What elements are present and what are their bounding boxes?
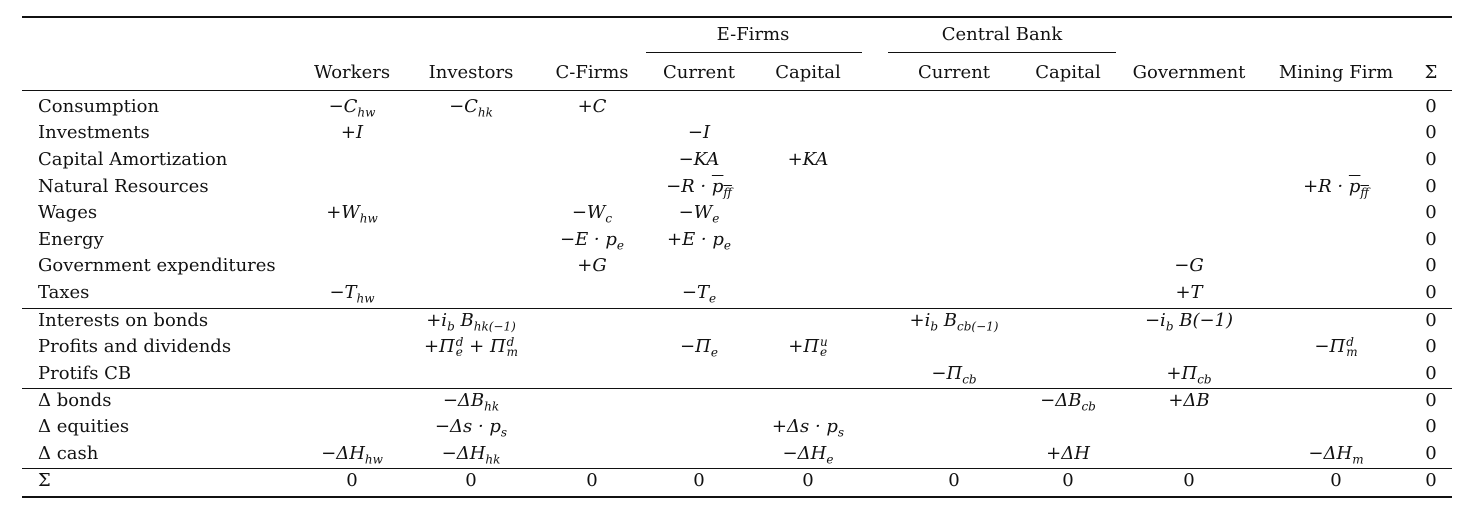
row-label: Wages <box>38 202 98 223</box>
cell-resources-ef-current: −R · pff <box>666 176 732 200</box>
col-header-cfirms: C-Firms <box>555 62 629 83</box>
cell-interests-government: −ib B(−1) <box>1144 310 1234 334</box>
cell-dequities-ef-capital: +Δs · ps <box>771 416 845 440</box>
col-header-workers: Workers <box>313 62 391 83</box>
row-label: Natural Resources <box>38 176 209 197</box>
cell-taxes-government: +T <box>1175 282 1203 303</box>
section-rule <box>22 308 1452 309</box>
cell-energy-cfirms: −E · pe <box>559 229 625 253</box>
cell-dbonds-government: +ΔB <box>1168 390 1210 411</box>
cell-investments-workers: +I <box>340 122 364 143</box>
cell-dbonds-cb-capital: −ΔBcb <box>1040 390 1096 414</box>
col-header-government: Government <box>1132 62 1246 83</box>
cell-profits-ef-current: −Πe <box>680 336 718 360</box>
sigma-value: 0 <box>1425 149 1437 170</box>
sigma-value: 0 <box>1425 229 1437 250</box>
sigma-value: 0 <box>1425 336 1437 357</box>
cell-taxes-workers: −Thw <box>329 282 375 306</box>
cell-dcash-ef-capital: −ΔHe <box>782 443 834 467</box>
sigma-value: 0 <box>1425 282 1437 303</box>
group-header-central-bank: Central Bank <box>941 24 1063 45</box>
cell-wages-ef-current: −We <box>678 202 720 226</box>
col-header-investors: Investors <box>428 62 514 83</box>
sigma-value: 0 <box>1425 416 1437 437</box>
row-label: Consumption <box>38 96 160 117</box>
total-value: 0 <box>1062 470 1074 491</box>
sigma-value: 0 <box>1425 363 1437 384</box>
row-label: Investments <box>38 122 150 143</box>
cell-amortization-ef-capital: +KA <box>787 149 829 170</box>
col-header-ef-current: Current <box>662 62 736 83</box>
row-label: Taxes <box>38 282 90 303</box>
cell-cbprofits-cb-current: −Πcb <box>931 363 977 387</box>
top-rule <box>22 16 1452 18</box>
cell-consumption-cfirms: +C <box>577 96 607 117</box>
total-value: 0 <box>693 470 705 491</box>
cell-govexp-government: −G <box>1174 255 1204 276</box>
cell-amortization-ef-current: −KA <box>678 149 720 170</box>
total-value: 0 <box>1425 470 1437 491</box>
group-rule-e-firms <box>646 52 862 53</box>
cell-cbprofits-government: +Πcb <box>1166 363 1212 387</box>
sigma-value: 0 <box>1425 310 1437 331</box>
sigma-value: 0 <box>1425 390 1437 411</box>
col-header-mining: Mining Firm <box>1278 62 1394 83</box>
cell-taxes-ef-current: −Te <box>681 282 717 306</box>
col-header-sigma: Σ <box>1424 62 1438 83</box>
total-value: 0 <box>1330 470 1342 491</box>
cell-dcash-investors: −ΔHhk <box>441 443 501 467</box>
row-label: Δ equities <box>38 416 130 437</box>
row-label: Government expenditures <box>38 255 276 276</box>
header-rule <box>22 90 1452 91</box>
total-row-label: Σ <box>38 470 51 491</box>
sigma-value: 0 <box>1425 255 1437 276</box>
cell-dcash-mining: −ΔHm <box>1308 443 1364 467</box>
cell-dcash-cb-capital: +ΔH <box>1046 443 1090 464</box>
total-value: 0 <box>802 470 814 491</box>
group-header-e-firms: E-Firms <box>716 24 790 45</box>
row-label: Capital Amortization <box>38 149 228 170</box>
row-label: Protifs CB <box>38 363 132 384</box>
col-header-cb-capital: Capital <box>1035 62 1101 83</box>
group-rule-central-bank <box>888 52 1116 53</box>
sigma-value: 0 <box>1425 122 1437 143</box>
sigma-value: 0 <box>1425 176 1437 197</box>
cell-consumption-workers: −Chw <box>328 96 376 120</box>
sigma-value: 0 <box>1425 96 1437 117</box>
cell-wages-cfirms: −Wc <box>571 202 613 226</box>
cell-investments-ef-current: −I <box>687 122 711 143</box>
total-value: 0 <box>346 470 358 491</box>
row-label: Interests on bonds <box>38 310 209 331</box>
cell-dequities-investors: −Δs · ps <box>434 416 508 440</box>
sigma-value: 0 <box>1425 202 1437 223</box>
row-label: Profits and dividends <box>38 336 232 357</box>
total-value: 0 <box>586 470 598 491</box>
sigma-value: 0 <box>1425 443 1437 464</box>
row-label: Δ cash <box>38 443 99 464</box>
cell-govexp-cfirms: +G <box>577 255 607 276</box>
row-label: Energy <box>38 229 104 250</box>
total-rule <box>22 468 1452 469</box>
col-header-cb-current: Current <box>917 62 991 83</box>
cell-profits-mining: −Π d m <box>1314 335 1358 359</box>
cell-profits-ef-capital: +Π u e <box>788 335 828 359</box>
cell-resources-mining: +R · pff <box>1303 176 1369 200</box>
cell-wages-workers: +Whw <box>326 202 378 226</box>
bottom-rule <box>22 496 1452 498</box>
cell-consumption-investors: −Chk <box>449 96 493 120</box>
cell-interests-investors: +ib Bhk(−1) <box>426 310 516 334</box>
cell-dbonds-investors: −ΔBhk <box>442 390 500 414</box>
total-value: 0 <box>1183 470 1195 491</box>
col-header-ef-capital: Capital <box>775 62 841 83</box>
total-value: 0 <box>465 470 477 491</box>
total-value: 0 <box>948 470 960 491</box>
section-rule <box>22 388 1452 389</box>
row-label: Δ bonds <box>38 390 112 411</box>
cell-energy-ef-current: +E · pe <box>666 229 732 253</box>
cell-dcash-workers: −ΔHhw <box>321 443 383 467</box>
cell-interests-cb-current: +ib Bcb(−1) <box>909 310 999 334</box>
